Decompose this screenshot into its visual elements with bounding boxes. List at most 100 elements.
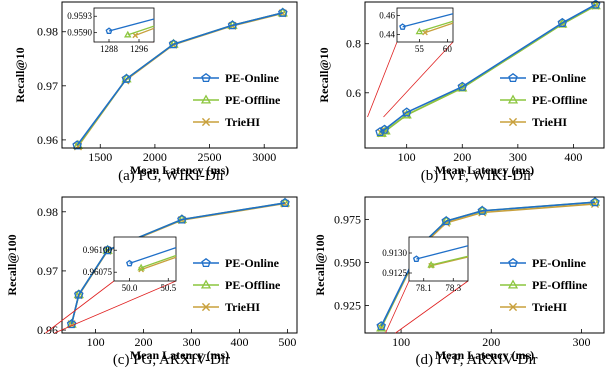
x-tick-label: 300 [509, 150, 527, 164]
inset-series-line-triehi [135, 27, 155, 37]
chart-panel-1: 1500 2000 2500 3000 0.96 0.97 0.98 Mean Latency… [13, 1, 298, 184]
x-tick-label: 100 [87, 335, 105, 349]
legend: PE-Online PE-Offline TrieHI [500, 71, 588, 129]
legend: PE-Online PE-Offline TrieHI [500, 256, 588, 314]
inset-series-line-pe-online [108, 18, 155, 32]
legend-label-triehi: TrieHI [225, 300, 260, 314]
data-point-pe-online [375, 127, 385, 137]
data-point-pe-offline [376, 322, 387, 332]
x-tick-label: 300 [182, 335, 200, 349]
legend-marker-triehi [201, 302, 211, 312]
data-point-pe-online [227, 20, 238, 30]
inset-series-line-pe-online [129, 246, 177, 265]
legend-label-pe-online: PE-Online [532, 71, 587, 85]
inset-x-tick-label: 50.0 [122, 283, 138, 293]
inset-data-point-pe-online [399, 23, 407, 30]
inset-x-tick-label: 78.3 [445, 283, 461, 293]
legend-marker-pe-offline [200, 94, 212, 104]
x-axis-label: Mean Latency (ms) [435, 348, 534, 362]
inset-x-tick-label: 78.1 [416, 283, 432, 293]
legend-marker-pe-online [508, 257, 518, 268]
legend-label-pe-online: PE-Online [225, 256, 280, 270]
inset-series-line-triehi [424, 22, 454, 34]
inset-y-tick-label: 0.46 [379, 11, 395, 21]
legend-marker-triehi [508, 117, 518, 127]
y-axis-label: Recall@100 [313, 234, 327, 295]
data-point-pe-online [457, 81, 468, 91]
inset-y-tick-label: 0.9593 [67, 11, 92, 21]
legend: PE-Online PE-Offline TrieHI [193, 256, 281, 314]
zoom-inset: 1288 1296 0.9590 0.9593 [67, 7, 155, 54]
inset-y-tick-label: 0.44 [379, 29, 395, 39]
inset-y-tick-label: 0.9590 [67, 28, 92, 38]
data-point-pe-online [280, 197, 290, 207]
inset-y-tick-label: 0.9130 [382, 248, 407, 258]
series-line-pe-offline [381, 4, 597, 134]
y-axis-label: Recall@100 [5, 234, 19, 295]
x-tick-label: 200 [135, 335, 153, 349]
inset-data-point-pe-offline [137, 263, 145, 271]
panel-caption: (d) IVF, ARXIV-Dir [416, 352, 538, 368]
legend-marker-pe-online [201, 257, 211, 268]
legend: PE-Online PE-Offline TrieHI [193, 71, 281, 129]
legend-label-pe-offline: PE-Offline [225, 93, 281, 107]
inset-series-line-triehi [430, 256, 469, 267]
legend-marker-triehi [201, 117, 211, 127]
series-line-pe-online [380, 201, 596, 327]
inset-x-tick-label: 60 [443, 44, 453, 54]
legend-label-pe-offline: PE-Offline [532, 93, 588, 107]
zoom-connector-line [45, 280, 115, 334]
legend-marker-triehi [508, 302, 518, 312]
x-tick-label: 2500 [198, 150, 222, 164]
inset-data-point-pe-online [412, 255, 420, 262]
zoom-connector-line [395, 280, 469, 334]
chart-panel-4: 100 200 300 0.925 0.950 0.975 Mean Latency (ms… [313, 196, 605, 368]
inset-x-tick-label: 50.5 [160, 283, 176, 293]
legend-marker-pe-offline [200, 279, 212, 289]
zoom-inset: 55 60 0.44 0.46 [367, 7, 454, 118]
x-tick-label: 400 [230, 335, 248, 349]
plot-frame [364, 196, 605, 334]
legend-label-pe-online: PE-Online [532, 256, 587, 270]
zoom-connector-line [385, 280, 410, 334]
data-point-pe-online [376, 321, 386, 331]
legend-label-pe-offline: PE-Offline [225, 278, 281, 292]
x-axis-label: Mean Latency (ms) [130, 163, 229, 177]
plot-frame [61, 196, 298, 334]
inset-series-line-pe-offline [140, 254, 177, 269]
x-tick-label: 300 [572, 335, 590, 349]
inset-x-tick-label: 55 [415, 44, 425, 54]
data-point-pe-online [72, 140, 82, 150]
y-tick-label: 0.98 [37, 25, 58, 39]
data-point-pe-online [102, 245, 113, 255]
inset-y-tick-label: 0.96100 [83, 245, 113, 255]
y-tick-label: 0.97 [37, 79, 58, 93]
y-tick-label: 0.8 [346, 37, 361, 51]
series-line-pe-online [70, 202, 286, 325]
legend-marker-pe-offline [507, 94, 519, 104]
y-axis-label: Recall@10 [317, 47, 331, 102]
x-tick-label: 3000 [252, 150, 276, 164]
legend-marker-pe-online [201, 72, 211, 83]
zoom-connector-line [54, 280, 177, 334]
data-point-pe-online [401, 107, 412, 117]
x-tick-label: 400 [564, 150, 582, 164]
x-tick-label: 1500 [88, 150, 112, 164]
zoom-inset: 78.1 78.3 0.9125 0.9130 [382, 236, 469, 334]
x-axis-label: Mean Latency (ms) [130, 348, 229, 362]
legend-label-triehi: TrieHI [225, 115, 260, 129]
x-tick-label: 100 [392, 335, 410, 349]
inset-data-point-pe-offline [123, 30, 132, 38]
data-point-pe-online [441, 216, 451, 226]
inset-x-tick-label: 1288 [100, 44, 119, 54]
data-point-pe-online [590, 0, 601, 9]
zoom-connector-line [367, 41, 398, 118]
inset-series-line-pe-online [402, 13, 454, 28]
x-tick-label: 100 [398, 150, 416, 164]
data-point-pe-online [177, 214, 187, 224]
x-tick-label: 2000 [143, 150, 167, 164]
legend-label-triehi: TrieHI [532, 115, 567, 129]
x-tick-label: 200 [482, 335, 500, 349]
inset-data-point-pe-offline [427, 260, 435, 268]
inset-frame [93, 7, 155, 43]
